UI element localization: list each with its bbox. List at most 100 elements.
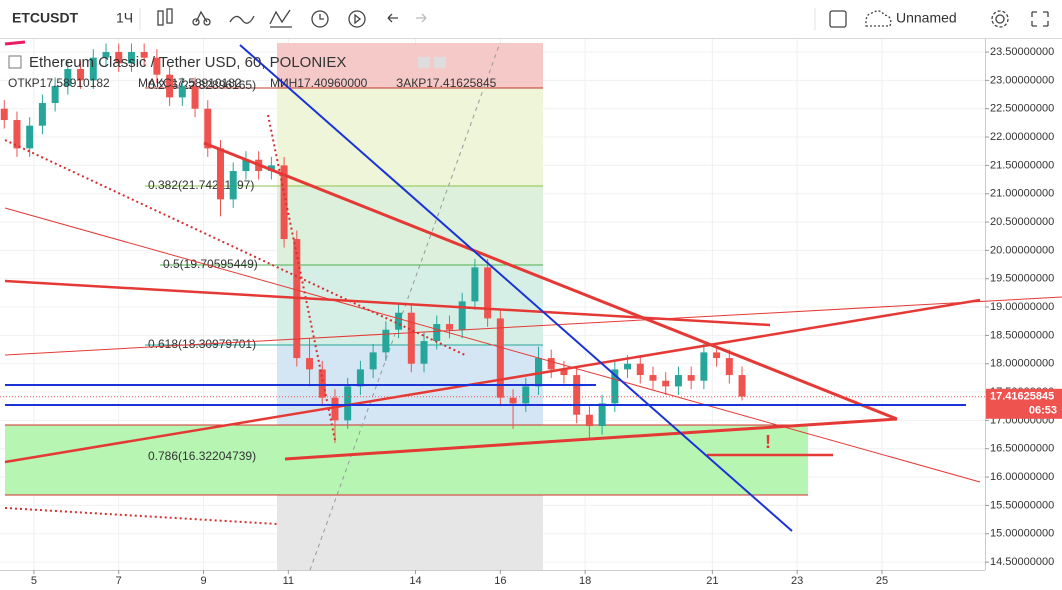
x-tick-label: 21 bbox=[706, 575, 718, 587]
candle-body bbox=[585, 414, 593, 427]
candle-body bbox=[318, 369, 326, 398]
candle-body bbox=[509, 397, 517, 404]
candle-body bbox=[115, 52, 123, 64]
candle-body bbox=[140, 52, 148, 58]
toolbar bbox=[0, 0, 1062, 38]
candle-body bbox=[306, 358, 314, 370]
candle-body bbox=[178, 86, 186, 98]
y-tick-label: 16.50000000 bbox=[990, 443, 1054, 455]
fib-label: 0.786(16.32204739) bbox=[148, 449, 256, 463]
candle-body bbox=[38, 103, 46, 126]
candle-body bbox=[267, 165, 275, 172]
y-tick-label: 19.00000000 bbox=[990, 301, 1054, 313]
candle-body bbox=[395, 312, 403, 330]
y-tick-label: 23.00000000 bbox=[990, 74, 1054, 86]
candle-body bbox=[522, 386, 530, 404]
candle-body bbox=[445, 324, 453, 330]
candle-body bbox=[153, 57, 161, 75]
candle-body bbox=[547, 358, 555, 370]
candle-body bbox=[77, 69, 85, 81]
candle-body bbox=[64, 69, 72, 87]
candle-body bbox=[89, 57, 97, 81]
candle-body bbox=[51, 86, 59, 104]
fib-label: 0.382(21.74211197) bbox=[148, 178, 254, 192]
candle-body bbox=[420, 341, 428, 364]
fib-labels: 0.236(22.82896165) 0.382(21.74211197) 0.… bbox=[148, 78, 258, 463]
y-tick-label: 19.50000000 bbox=[990, 273, 1054, 285]
candle-body bbox=[573, 375, 581, 415]
candle-body bbox=[636, 363, 644, 376]
candle-body bbox=[331, 397, 339, 421]
chart-title: Ethereum Classic / Tether USD, 60, POLON… bbox=[29, 54, 346, 71]
legend-open: ОТКР17.58910182 bbox=[8, 76, 110, 90]
candle-body bbox=[242, 159, 250, 172]
x-tick-label: 9 bbox=[200, 575, 206, 587]
candle-body bbox=[102, 52, 110, 58]
x-tick-label: 7 bbox=[116, 575, 122, 587]
candle-body bbox=[229, 171, 237, 200]
symbol[interactable]: ETCUSDT bbox=[12, 10, 79, 26]
candle-body bbox=[280, 165, 288, 240]
candle-body bbox=[369, 352, 377, 370]
fib-label: 0.5(19.70595449) bbox=[163, 257, 258, 271]
candle-body bbox=[407, 312, 415, 364]
interval[interactable]: 1Ч bbox=[116, 10, 133, 26]
y-tick-label: 21.00000000 bbox=[990, 188, 1054, 200]
candle-body bbox=[216, 148, 224, 200]
last-price-label: 17.41625845 bbox=[990, 391, 1054, 403]
candle-body bbox=[598, 403, 606, 427]
legend-close: ЗАКР17.41625845 bbox=[396, 76, 497, 90]
candle-body bbox=[649, 375, 657, 381]
fib-trend bbox=[309, 42, 501, 571]
legend-toggle[interactable] bbox=[8, 55, 22, 69]
candle-body bbox=[713, 352, 721, 359]
candle-body bbox=[382, 329, 390, 353]
y-tick-label: 15.50000000 bbox=[990, 499, 1054, 511]
x-tick-label: 5 bbox=[31, 575, 37, 587]
annotation: ! bbox=[765, 432, 771, 452]
candle-body bbox=[611, 369, 619, 404]
candle-body bbox=[471, 267, 479, 302]
candle-body bbox=[738, 375, 746, 397]
x-tick-label: 14 bbox=[409, 575, 421, 587]
y-tick-label: 14.50000000 bbox=[990, 556, 1054, 568]
candle-body bbox=[433, 324, 441, 342]
candle-body bbox=[26, 125, 34, 149]
candle-body bbox=[344, 386, 352, 421]
legend: Ethereum Classic / Tether USD, 60, POLON… bbox=[8, 54, 497, 90]
x-tick-label: 25 bbox=[876, 575, 888, 587]
x-tick-label: 16 bbox=[494, 575, 506, 587]
candle-body bbox=[496, 318, 504, 398]
candle-body bbox=[191, 86, 199, 109]
candle-body bbox=[356, 369, 364, 387]
fib-label: 0.236(22.82896165) bbox=[148, 78, 256, 92]
candle-body bbox=[13, 120, 21, 149]
layout-name[interactable]: Unnamed bbox=[896, 10, 957, 26]
y-tick-label: 20.50000000 bbox=[990, 216, 1054, 228]
support-zone bbox=[5, 425, 808, 495]
candle-body bbox=[0, 108, 8, 121]
x-tick-label: 11 bbox=[283, 575, 294, 587]
y-tick-label: 18.00000000 bbox=[990, 358, 1054, 370]
x-tick-label: 18 bbox=[579, 575, 591, 587]
legend-icon[interactable] bbox=[418, 57, 430, 68]
y-tick-label: 20.00000000 bbox=[990, 244, 1054, 256]
legend-high: МАКС17.58910182 bbox=[138, 76, 242, 90]
axes: 14.50000000 15.00000000 15.50000000 16.0000… bbox=[0, 46, 1062, 587]
last-price-box bbox=[986, 388, 1062, 419]
candle-body bbox=[166, 74, 174, 98]
toolbar-icons[interactable] bbox=[157, 8, 1049, 28]
candle-body bbox=[700, 352, 708, 381]
candle-body bbox=[458, 301, 466, 330]
candle-body bbox=[560, 369, 568, 376]
y-tick-label: 23.50000000 bbox=[990, 46, 1054, 58]
legend-icon[interactable] bbox=[434, 57, 446, 68]
candle-body bbox=[687, 375, 695, 381]
y-tick-label: 22.50000000 bbox=[990, 103, 1054, 115]
countdown: 06:53 bbox=[1029, 405, 1057, 417]
candle-body bbox=[674, 375, 682, 387]
candle-body bbox=[624, 363, 632, 370]
legend-low: МИН17.40960000 bbox=[270, 76, 368, 90]
y-tick-label: 22.00000000 bbox=[990, 131, 1054, 143]
